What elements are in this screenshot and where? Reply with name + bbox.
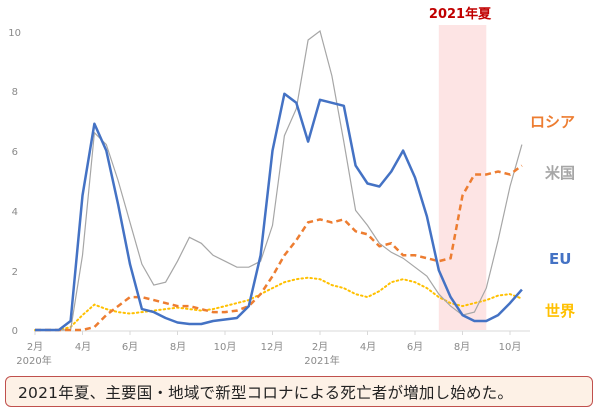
x-tick-label: 4月 xyxy=(75,341,91,353)
summer-2021-band: 2021年夏 xyxy=(429,6,492,330)
series-layer xyxy=(34,29,523,332)
y-tick-label: 8 xyxy=(12,87,18,98)
y-tick-label: 0 xyxy=(12,326,18,337)
x-axis: 2月 4月 6月 8月 10月 12月 2月 4月 6月 8月 10月 2020… xyxy=(16,330,530,367)
legend-russia: ロシア xyxy=(530,113,575,131)
y-tick-label: 2 xyxy=(12,267,18,278)
x-tick-label: 2月 xyxy=(312,341,328,353)
x-tick-label: 2月 xyxy=(27,341,43,353)
y-axis: 0 2 4 6 8 10 xyxy=(8,28,21,337)
x-year-label: 2020年 xyxy=(16,354,51,367)
legend-world: 世界 xyxy=(545,302,575,320)
caption-box: 2021年夏、主要国・地域で新型コロナによる死亡者が増加し始めた。 xyxy=(5,376,593,407)
legend-usa: 米国 xyxy=(545,164,575,182)
band-title: 2021年夏 xyxy=(429,6,492,22)
x-tick-label: 8月 xyxy=(454,341,470,353)
inline-legend: ロシア 米国 EU 世界 xyxy=(530,113,575,320)
x-tick-label: 12月 xyxy=(261,341,284,353)
x-tick-label: 10月 xyxy=(499,341,522,353)
x-tick-label: 8月 xyxy=(170,341,186,353)
x-tick-label: 10月 xyxy=(214,341,237,353)
series-russia-line xyxy=(35,164,523,332)
y-tick-label: 4 xyxy=(12,207,18,218)
x-tick-label: 6月 xyxy=(122,341,138,353)
caption-text: 2021年夏、主要国・地域で新型コロナによる死亡者が増加し始めた。 xyxy=(18,383,514,402)
y-tick-label: 6 xyxy=(12,147,18,158)
series-usa-line xyxy=(35,29,523,331)
series-eu-line xyxy=(35,92,523,332)
line-chart: 2021年夏 0 2 4 6 8 10 2月 4月 6月 8月 10月 12月 … xyxy=(8,6,575,367)
x-tick-label: 6月 xyxy=(407,341,423,353)
x-year-label: 2021年 xyxy=(304,354,339,367)
legend-eu: EU xyxy=(549,250,571,268)
series-world-line xyxy=(34,276,523,331)
x-tick-label: 4月 xyxy=(360,341,376,353)
y-tick-label: 10 xyxy=(8,28,21,39)
